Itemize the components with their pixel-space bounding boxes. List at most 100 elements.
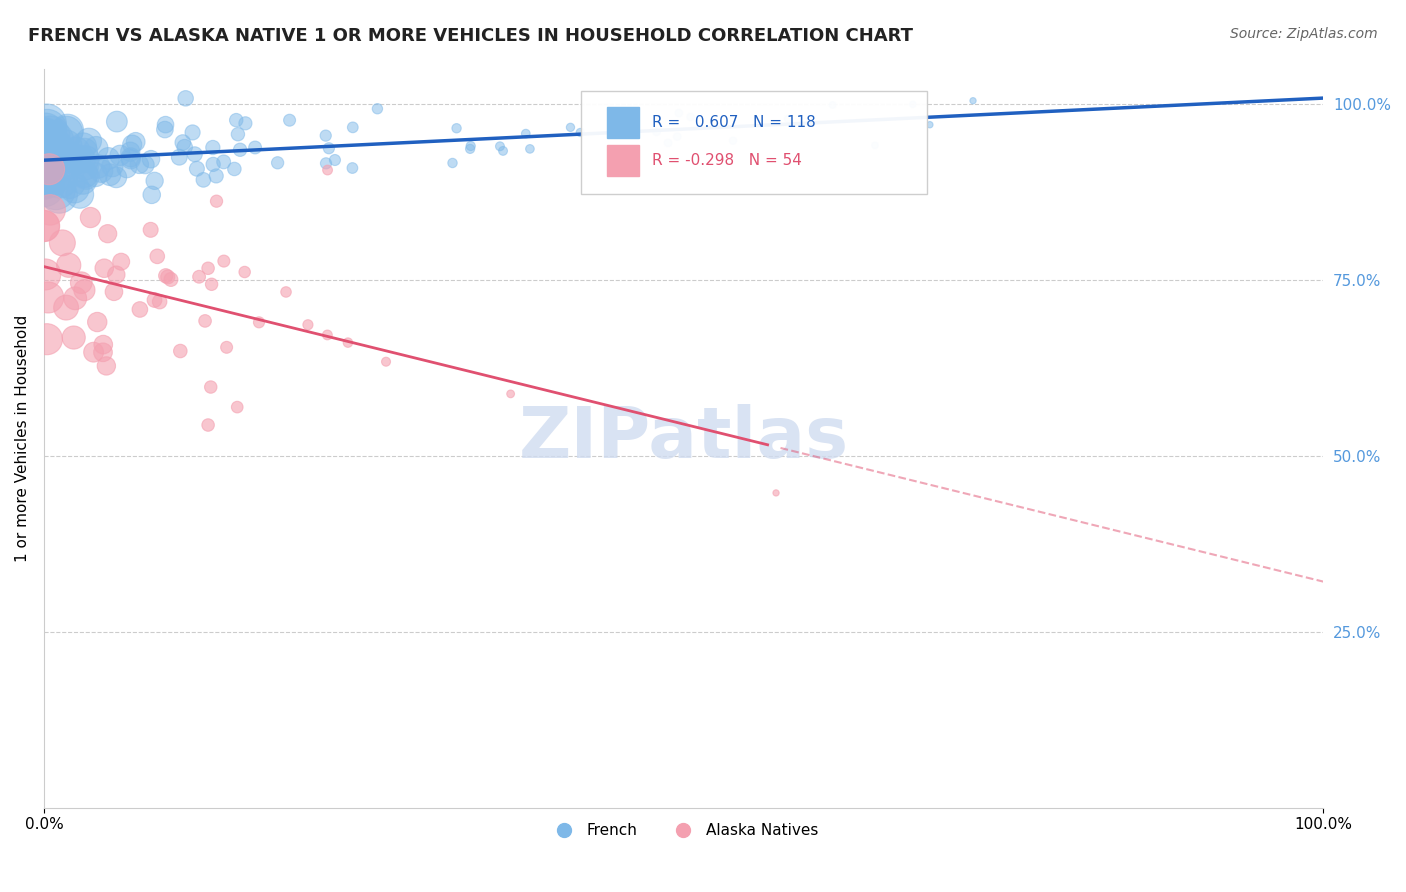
Point: [103, 285, 125, 299]
Bar: [607, 107, 638, 138]
Point: [128, 302, 150, 317]
Point: [200, 380, 222, 394]
Point: [212, 254, 235, 268]
Point: [193, 173, 215, 187]
Point: [918, 118, 941, 132]
Point: [34, 166, 56, 180]
Point: [96, 359, 118, 373]
Point: [721, 134, 744, 148]
Point: [342, 120, 364, 135]
Point: [342, 161, 364, 175]
Y-axis label: 1 or more Vehicles in Household: 1 or more Vehicles in Household: [15, 315, 30, 562]
Point: [37, 157, 59, 171]
Point: [202, 157, 225, 171]
Point: [173, 140, 195, 154]
Point: [243, 140, 266, 154]
Bar: [607, 145, 638, 176]
Point: [499, 387, 522, 401]
Point: [169, 344, 191, 359]
Point: [226, 400, 249, 414]
Point: [201, 140, 224, 154]
Point: [229, 143, 252, 157]
Point: [97, 227, 120, 241]
Point: [460, 139, 482, 153]
Point: [139, 223, 162, 237]
Text: R =   0.607   N = 118: R = 0.607 N = 118: [651, 115, 815, 130]
Point: [32, 151, 55, 165]
Text: FRENCH VS ALASKA NATIVE 1 OR MORE VEHICLES IN HOUSEHOLD CORRELATION CHART: FRENCH VS ALASKA NATIVE 1 OR MORE VEHICL…: [28, 27, 912, 45]
Point: [194, 314, 217, 328]
Point: [55, 125, 77, 139]
Point: [62, 330, 84, 344]
Point: [56, 151, 79, 165]
Point: [58, 176, 80, 190]
Legend: French, Alaska Natives: French, Alaska Natives: [543, 817, 825, 845]
Point: [186, 161, 208, 176]
Point: [101, 159, 124, 173]
Point: [72, 139, 94, 153]
Point: [32, 140, 55, 154]
Point: [297, 318, 319, 332]
Point: [446, 121, 468, 136]
Point: [105, 170, 128, 185]
Point: [38, 162, 60, 177]
Point: [155, 268, 177, 283]
Point: [519, 142, 541, 156]
Point: [215, 340, 238, 354]
Point: [37, 122, 59, 136]
Point: [91, 345, 114, 359]
Point: [776, 112, 799, 126]
Point: [77, 134, 100, 148]
Point: [278, 113, 301, 128]
Point: [34, 126, 56, 140]
Text: Source: ZipAtlas.com: Source: ZipAtlas.com: [1230, 27, 1378, 41]
Point: [73, 168, 96, 182]
Point: [560, 120, 582, 135]
Point: [105, 268, 128, 282]
Point: [45, 183, 67, 197]
Point: [35, 332, 58, 346]
Point: [274, 285, 297, 299]
Point: [226, 127, 249, 141]
Point: [93, 261, 115, 276]
Point: [115, 161, 138, 175]
Point: [58, 258, 80, 272]
Point: [32, 155, 55, 169]
Point: [336, 335, 359, 350]
Point: [181, 125, 204, 139]
Point: [83, 345, 105, 359]
Point: [156, 269, 179, 284]
Point: [84, 168, 107, 182]
Point: [75, 169, 97, 184]
Point: [32, 144, 55, 158]
Point: [75, 152, 97, 166]
Point: [44, 134, 66, 148]
Point: [266, 156, 288, 170]
Point: [70, 276, 93, 290]
Point: [32, 173, 55, 187]
Point: [316, 327, 339, 342]
Point: [120, 150, 142, 164]
Point: [205, 169, 228, 183]
Point: [174, 91, 197, 105]
Point: [65, 145, 87, 159]
Point: [515, 127, 537, 141]
Point: [120, 145, 142, 159]
Point: [666, 129, 689, 144]
Point: [366, 102, 388, 116]
Point: [38, 141, 60, 155]
Point: [87, 160, 110, 174]
Point: [51, 235, 73, 250]
Point: [153, 122, 176, 136]
Point: [141, 187, 163, 202]
Point: [39, 202, 62, 217]
Point: [645, 125, 668, 139]
Point: [668, 106, 690, 120]
Point: [110, 254, 132, 268]
Point: [235, 116, 257, 130]
Point: [79, 211, 101, 225]
Point: [247, 315, 270, 329]
Point: [63, 153, 86, 167]
Point: [35, 152, 58, 166]
Point: [233, 265, 256, 279]
